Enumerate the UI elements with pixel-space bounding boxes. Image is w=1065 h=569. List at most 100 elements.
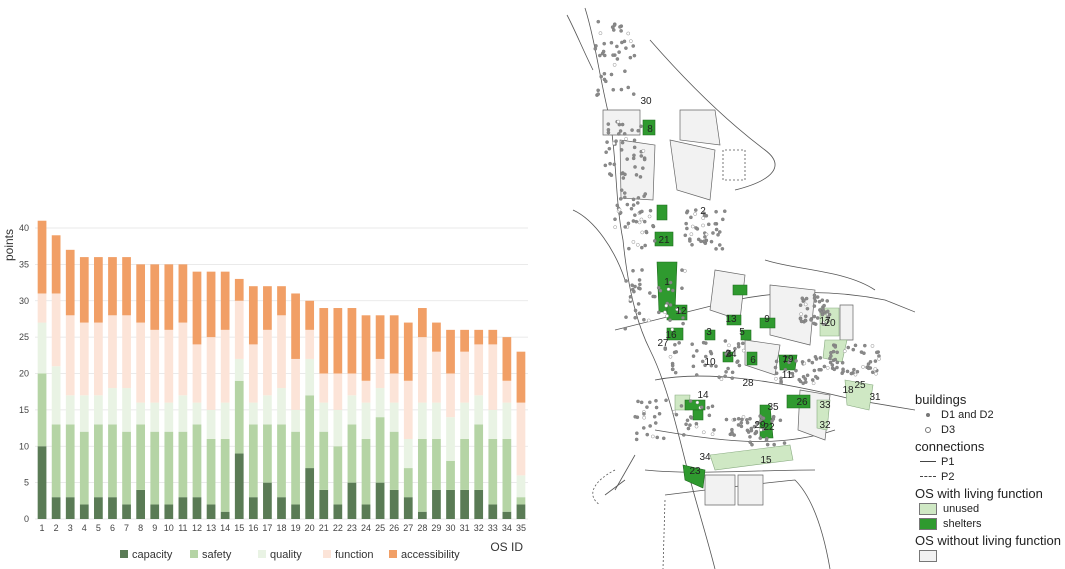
- bar-function-18: [277, 315, 286, 389]
- bar-capacity-6: [108, 497, 117, 519]
- building-point: [689, 215, 693, 220]
- building-point: [612, 63, 617, 67]
- building-point: [706, 405, 711, 410]
- y-tick-label: 15: [19, 405, 29, 415]
- bar-accessibility-28: [417, 308, 427, 338]
- building-point: [701, 340, 706, 345]
- building-point: [618, 197, 623, 201]
- building-point: [752, 424, 757, 429]
- bar-capacity-2: [51, 497, 61, 519]
- building-point: [638, 286, 642, 291]
- bar-safety-5: [94, 424, 103, 498]
- building-point: [618, 25, 622, 29]
- building-point: [632, 53, 637, 58]
- x-tick-label: 22: [333, 523, 343, 533]
- bar-function-16: [248, 344, 258, 403]
- bar-safety-10: [164, 431, 174, 505]
- building-point: [807, 358, 811, 363]
- bar-quality-2: [51, 366, 61, 425]
- building-point: [679, 404, 684, 408]
- building-point: [633, 315, 638, 320]
- building-point: [822, 303, 826, 308]
- building-point: [724, 352, 728, 356]
- building-point: [639, 154, 644, 158]
- building-point: [699, 405, 704, 410]
- bar-safety-14: [220, 438, 230, 512]
- map-label-35: 35: [767, 402, 779, 413]
- building-point: [703, 363, 707, 368]
- building-point: [664, 398, 668, 403]
- bar-function-31: [460, 351, 469, 403]
- building-point: [825, 309, 830, 314]
- building-point: [859, 350, 864, 354]
- building-point: [690, 224, 695, 229]
- x-tick-label: 21: [319, 523, 329, 533]
- legend-unused: unused: [915, 501, 1063, 516]
- bar-accessibility-14: [220, 271, 230, 330]
- bar-quality-30: [446, 417, 455, 461]
- building-point: [685, 418, 690, 423]
- building-point: [622, 39, 627, 44]
- building-point: [735, 360, 739, 364]
- bar-capacity-5: [94, 497, 103, 519]
- building-point: [724, 370, 728, 374]
- building-point: [702, 239, 706, 244]
- building-point: [593, 46, 598, 51]
- building-point: [628, 297, 633, 302]
- bar-function-14: [220, 329, 230, 403]
- building-point: [783, 367, 788, 372]
- building-point: [623, 195, 627, 200]
- bar-accessibility-23: [347, 308, 357, 374]
- building-point: [633, 284, 637, 289]
- building-point: [841, 369, 845, 374]
- bar-function-1: [37, 293, 47, 323]
- building-point: [631, 219, 636, 223]
- building-point: [674, 412, 679, 417]
- map-label-20: 20: [824, 318, 836, 329]
- building-point: [636, 128, 641, 133]
- building-point: [701, 223, 705, 228]
- map-label-13: 13: [725, 314, 737, 325]
- other-os-swatch: [919, 549, 937, 562]
- legend-swatch-accessibility: [389, 550, 397, 558]
- bar-safety-30: [446, 460, 455, 490]
- building-point: [723, 339, 728, 343]
- bar-accessibility-30: [446, 329, 455, 374]
- building-point: [642, 157, 647, 162]
- building-point: [694, 424, 699, 429]
- bar-function-33: [488, 344, 498, 410]
- building-point: [730, 370, 735, 375]
- legend-living-title: OS with living function: [915, 486, 1043, 501]
- building-point: [684, 221, 688, 226]
- building-point: [688, 239, 692, 243]
- building-point: [825, 366, 830, 370]
- map-label-3: 3: [706, 327, 712, 338]
- legend-swatch-safety: [190, 550, 198, 558]
- bar-safety-20: [305, 395, 315, 469]
- building-point: [622, 131, 627, 136]
- x-tick-label: 1: [40, 523, 45, 533]
- bar-quality-25: [375, 388, 385, 418]
- x-tick-label: 20: [305, 523, 315, 533]
- bar-capacity-21: [319, 489, 329, 519]
- bar-function-28: [417, 337, 427, 403]
- y-axis-ticks: 0 5 10 15 20 25 30 35 40: [19, 223, 29, 524]
- bar-safety-28: [417, 438, 427, 512]
- bar-capacity-32: [474, 489, 484, 519]
- bar-accessibility-1: [37, 220, 47, 294]
- building-point: [690, 243, 694, 247]
- building-point: [799, 312, 803, 316]
- building-point: [691, 364, 696, 369]
- building-point: [707, 413, 712, 418]
- y-tick-label: 40: [19, 223, 29, 233]
- building-point: [831, 349, 836, 354]
- bar-accessibility-33: [488, 329, 498, 345]
- building-point: [626, 85, 631, 90]
- map-label-31: 31: [869, 392, 881, 403]
- building-point: [609, 40, 614, 45]
- bar-function-22: [333, 373, 343, 410]
- building-point: [815, 295, 820, 299]
- building-point: [720, 217, 725, 222]
- x-tick-label: 24: [361, 523, 371, 533]
- building-point: [710, 432, 715, 436]
